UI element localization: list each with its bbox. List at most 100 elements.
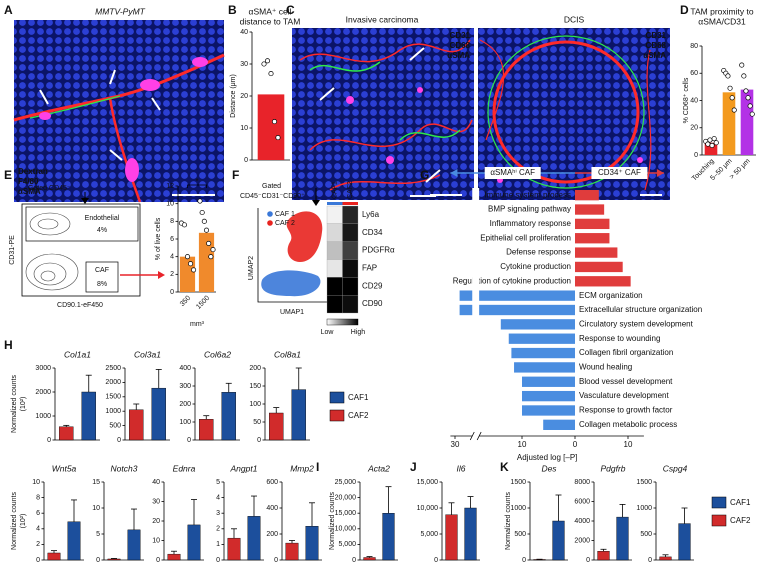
x-tick-label: 10 <box>624 440 633 449</box>
data-point <box>741 73 747 79</box>
data-point <box>749 111 755 117</box>
data-point <box>191 267 197 273</box>
gate <box>25 206 139 242</box>
vessel <box>13 53 225 122</box>
channel-label: CD31 <box>646 31 667 40</box>
panel-label: G <box>420 168 429 182</box>
legend-marker <box>267 211 273 217</box>
y-tick-label: 5,000 <box>420 531 438 538</box>
y-tick-label: 200 <box>249 365 261 372</box>
data-point <box>729 95 735 101</box>
bar <box>459 304 575 316</box>
category-label: BMP signaling pathway <box>488 205 571 214</box>
heatmap-cell <box>326 295 343 314</box>
heatmap-cell <box>342 259 359 278</box>
chart-title: Col3a1 <box>134 349 161 359</box>
y-tick-label: 0 <box>352 557 356 564</box>
heatmap-cell <box>326 277 343 296</box>
panel-label: H <box>4 338 13 352</box>
axis <box>257 208 330 303</box>
macrophage <box>192 57 208 67</box>
y-tick-label: 1500 <box>636 479 652 486</box>
chart-title: TAM proximity to <box>690 6 753 16</box>
y-tick-label: 10,000 <box>417 505 439 512</box>
y-tick-label: 500 <box>109 422 121 429</box>
y-tick-label: 0 <box>96 557 100 564</box>
y-tick-label: 5 <box>96 531 100 538</box>
vessel <box>108 97 142 203</box>
chart-title: Mmp2 <box>290 463 314 473</box>
dextran <box>29 95 121 119</box>
heatmap-cell <box>342 295 359 314</box>
panel-label: J <box>410 460 417 474</box>
panel-label: D <box>680 3 689 17</box>
y-axis-label: (10²) <box>20 514 27 529</box>
bar <box>257 94 285 160</box>
y-tick-label: 200 <box>266 531 278 538</box>
y-tick-label: 0 <box>522 557 526 564</box>
y-tick-label: 0 <box>648 557 652 564</box>
data-point <box>275 135 281 141</box>
bar <box>129 409 144 441</box>
heatmap-cell <box>326 223 343 242</box>
y-tick-label: 0 <box>586 557 590 564</box>
y-tick-label: 2 <box>170 271 174 278</box>
chart-title: Col8a1 <box>274 349 301 359</box>
axis-break <box>472 188 480 440</box>
channel-label: αSMA <box>18 187 41 196</box>
y-tick-label: 60 <box>690 70 698 77</box>
bar <box>363 557 376 561</box>
category-label: Cytokine production <box>500 262 571 271</box>
bar <box>47 552 61 561</box>
category-label: Circulatory system development <box>579 319 694 328</box>
chart-title: Acta2 <box>367 463 390 473</box>
data-point <box>264 58 271 64</box>
significance-label: * <box>195 177 198 186</box>
x-axis-label: mm³ <box>190 321 205 328</box>
y-axis-label: Normalized counts <box>11 375 18 433</box>
contour <box>37 218 59 230</box>
bar <box>167 553 181 561</box>
data-point <box>739 62 745 68</box>
bar <box>221 392 236 441</box>
y-tick-label: 2 <box>36 541 40 548</box>
bar <box>514 362 575 373</box>
arrow <box>39 69 161 161</box>
legend-label: CAF2 <box>730 516 751 525</box>
row-label: Ly6a <box>362 210 380 219</box>
bar <box>500 319 575 330</box>
gate-percent: 8% <box>97 281 107 288</box>
axis-label: UMAP2 <box>248 256 255 280</box>
data-point <box>705 141 711 147</box>
y-tick-label: 10 <box>152 537 160 544</box>
y-tick-label: 300 <box>179 383 191 390</box>
row-label: CD34 <box>362 228 383 237</box>
y-tick-label: 2000 <box>574 537 590 544</box>
data-point <box>731 107 737 113</box>
bar <box>198 232 215 292</box>
legend-label: CAF 2 <box>275 220 295 227</box>
y-tick-label: 10,000 <box>335 526 357 533</box>
y-tick-label: 12 <box>166 183 174 190</box>
data-point <box>711 136 717 142</box>
macrophage <box>637 157 643 163</box>
arrow-head <box>312 200 320 206</box>
bar <box>227 537 241 561</box>
y-tick-label: 8 <box>36 494 40 501</box>
macrophage <box>125 158 139 182</box>
duct <box>492 40 640 184</box>
y-tick-label: 0 <box>694 152 698 159</box>
channel-label: CD68 <box>450 41 471 50</box>
column-label: CAF2 <box>347 181 354 199</box>
column-strip <box>327 202 343 205</box>
y-tick-label: 0 <box>187 437 191 444</box>
channel-label: αSMA <box>447 51 470 60</box>
significance-bracket <box>187 184 207 188</box>
category-label: 350 <box>179 295 192 308</box>
y-tick-label: 0 <box>156 557 160 564</box>
macrophage <box>386 156 394 164</box>
data-point <box>201 218 207 224</box>
bar <box>382 513 395 561</box>
image-title: Invasive carcinoma <box>346 14 419 24</box>
category-label: Vasculature development <box>579 391 669 400</box>
